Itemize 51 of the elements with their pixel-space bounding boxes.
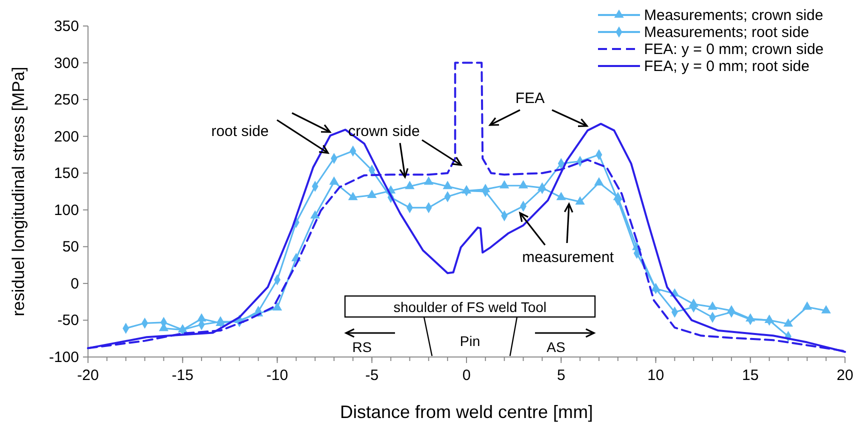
x-tick-label: 10 bbox=[647, 367, 664, 384]
y-tick-label: 0 bbox=[70, 275, 79, 292]
x-tick-label: -20 bbox=[77, 367, 99, 384]
y-tick-label: -50 bbox=[57, 312, 79, 330]
point bbox=[196, 313, 206, 322]
y-tick-label: 300 bbox=[54, 54, 79, 72]
y-tick-label: 50 bbox=[62, 238, 79, 256]
annotation: Pin bbox=[460, 333, 480, 349]
point bbox=[575, 196, 585, 205]
point bbox=[556, 192, 566, 200]
annotation: AS bbox=[546, 339, 566, 355]
point bbox=[329, 176, 339, 185]
x-tick-label: -5 bbox=[365, 367, 379, 384]
annotation: shoulder of FS weld Tool bbox=[393, 299, 547, 315]
annotation: RS bbox=[352, 339, 372, 355]
point bbox=[272, 302, 282, 310]
legend-label: FEA: y = 0 mm; crown side bbox=[644, 41, 824, 58]
y-tick-label: 250 bbox=[54, 92, 79, 109]
point bbox=[348, 192, 358, 200]
point bbox=[404, 180, 415, 190]
x-tick-label: -15 bbox=[172, 367, 194, 384]
y-tick-label: 200 bbox=[54, 128, 79, 146]
point bbox=[367, 190, 377, 198]
y-tick-label: 100 bbox=[54, 202, 79, 219]
point bbox=[821, 305, 831, 314]
annotation: measurement bbox=[522, 249, 615, 266]
y-axis-title: residuel longitudinal stress [MPa] bbox=[9, 66, 28, 316]
point bbox=[783, 318, 794, 327]
y-tick-label: 150 bbox=[54, 165, 79, 182]
legend-label: FEA; y = 0 mm; root side bbox=[644, 58, 810, 75]
legend-label: Measurements; root side bbox=[644, 24, 810, 41]
x-tick-label: 5 bbox=[556, 367, 566, 384]
point bbox=[708, 301, 718, 310]
point bbox=[500, 180, 510, 188]
annotation: FEA bbox=[515, 90, 545, 107]
point bbox=[310, 210, 320, 219]
x-tick-label: 20 bbox=[836, 367, 854, 384]
y-tick-label: -100 bbox=[48, 349, 79, 366]
x-axis-title: Distance from weld centre [mm] bbox=[340, 402, 594, 422]
point bbox=[424, 176, 434, 185]
x-tick-label: -10 bbox=[266, 367, 288, 384]
point bbox=[802, 301, 812, 310]
annotation: crown side bbox=[348, 123, 420, 140]
point bbox=[594, 177, 604, 186]
x-tick-label: 0 bbox=[462, 367, 471, 384]
legend-label: Measurements; crown side bbox=[644, 7, 824, 24]
point bbox=[442, 180, 452, 190]
x-tick-label: 15 bbox=[742, 367, 759, 384]
annotation: root side bbox=[211, 123, 269, 140]
y-tick-label: 350 bbox=[54, 18, 79, 35]
point bbox=[518, 180, 528, 188]
